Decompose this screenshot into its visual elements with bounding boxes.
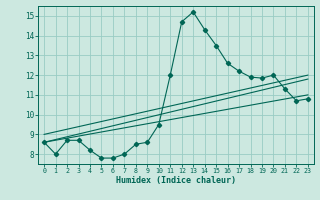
X-axis label: Humidex (Indice chaleur): Humidex (Indice chaleur) (116, 176, 236, 185)
